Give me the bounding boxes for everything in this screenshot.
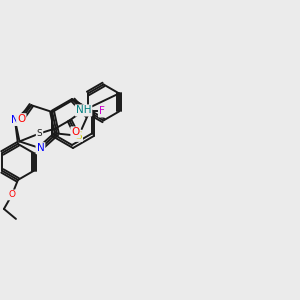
Text: S: S [37,129,42,138]
Text: N: N [37,143,44,153]
Text: O: O [17,114,26,124]
Text: N: N [11,115,19,125]
Text: F: F [99,106,105,116]
Text: O: O [71,128,80,137]
Text: S: S [75,131,82,141]
Text: NH: NH [76,105,91,116]
Text: O: O [8,190,15,200]
